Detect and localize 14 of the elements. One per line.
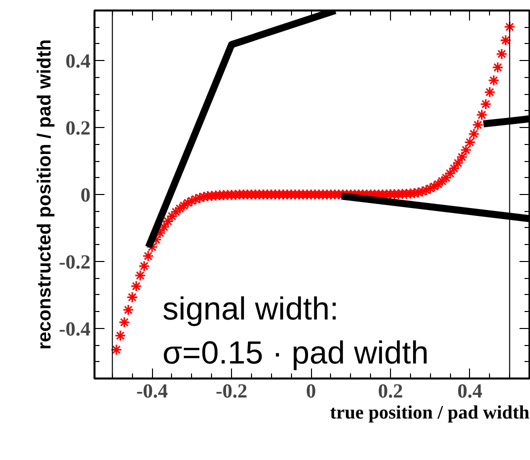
y-tick-label: -0.2 (58, 251, 91, 274)
x-axis-title: true position / pad width (330, 402, 530, 424)
y-tick-label: 0 (80, 184, 90, 206)
y-axis-title: reconstructed position / pad width (34, 39, 56, 350)
x-tick-label: 0.2 (378, 380, 403, 402)
x-tick-label: -0.4 (136, 380, 168, 402)
y-tick-label: 0.2 (66, 118, 90, 140)
annotation: σ=0.15 · pad width (162, 334, 429, 370)
annotation: signal width: (162, 290, 339, 326)
x-tick-label: 0 (306, 380, 316, 402)
y-tick-label: -0.4 (58, 318, 91, 340)
y-tick-label: 0.4 (66, 50, 90, 73)
x-tick-label: -0.2 (216, 380, 248, 402)
x-tick-label: 0.4 (457, 380, 482, 402)
